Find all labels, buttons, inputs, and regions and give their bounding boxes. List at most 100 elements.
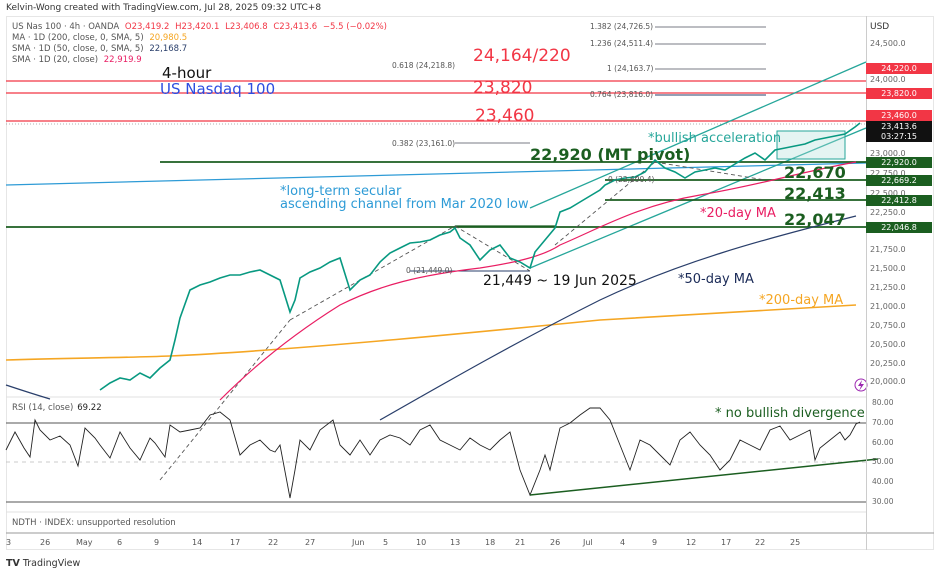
symbol-label: US Nas 100 · 4h · OANDA [12, 22, 120, 32]
chart-frame [6, 16, 934, 550]
ndth-indicator-label: NDTH · INDEX: unsupported resolution [12, 518, 176, 528]
rsi-tick: 50.00 [872, 457, 894, 466]
time-tick: 10 [416, 538, 427, 547]
time-tick: Jul [583, 538, 593, 547]
ma200-label: MA · 1D (200, close, 0, SMA, 5) [12, 33, 144, 43]
rsi-tick: 30.00 [872, 497, 894, 506]
rsi-tick: 40.00 [872, 477, 894, 486]
rsi-tick: 70.00 [872, 418, 894, 427]
time-tick: May [76, 538, 93, 547]
fib-label: 0 (21,449.0) [406, 266, 453, 275]
price-tick: 21,000.0 [870, 302, 906, 311]
ohlc-open: O23,419.2 [124, 22, 170, 32]
time-tick: 25 [790, 538, 801, 547]
creator-line: Kelvin-Wong created with TradingView.com… [6, 3, 322, 13]
ohlc-low: L23,406.8 [225, 22, 268, 32]
ohlc-row: US Nas 100 · 4h · OANDA O23,419.2 H23,42… [12, 22, 387, 33]
tradingview-icon: TV [6, 558, 20, 569]
time-tick: 9 [652, 538, 658, 547]
price-tag-22046: 22,046.8 [866, 222, 932, 233]
rsi-tick: 60.00 [872, 438, 894, 447]
instrument-title: US Nasdaq 100 [160, 80, 276, 98]
time-tick: 6 [117, 538, 123, 547]
ma20-note: *20-day MA [700, 206, 776, 221]
sma20-legend-row[interactable]: SMA · 1D (20, close) 22,919.9 [12, 55, 387, 66]
time-tick: 13 [450, 538, 461, 547]
fib-label: 0.618 (24,218.8) [392, 61, 456, 70]
secular-channel-note-2: ascending channel from Mar 2020 low [280, 197, 529, 212]
price-tick: 20,500.0 [870, 340, 906, 349]
brand-name: TradingView [22, 558, 81, 569]
price-tick: 24,000.0 [870, 75, 906, 84]
timeframe-title: 4-hour [162, 64, 212, 82]
chart-legend: US Nas 100 · 4h · OANDA O23,419.2 H23,42… [12, 22, 387, 66]
tradingview-logo: TV TradingView [6, 558, 80, 569]
time-tick: 14 [192, 538, 203, 547]
price-tag-22920: 22,920.0 [866, 157, 932, 168]
price-tag-24220: 24,220.0 [866, 63, 932, 74]
countdown-tag: 03:27:15 [866, 131, 932, 142]
price-tick: 22,500.0 [870, 189, 906, 198]
price-tag-22669: 22,669.2 [866, 175, 932, 186]
resistance-label-1: 24,164/220 [473, 46, 571, 66]
rsi-divergence-note: * no bullish divergence [715, 406, 865, 421]
time-tick: 5 [383, 538, 389, 547]
sma20-value: 22,919.9 [103, 55, 142, 65]
price-tick: 21,500.0 [870, 264, 906, 273]
time-tick: 22 [755, 538, 766, 547]
time-tick: 18 [485, 538, 496, 547]
price-tick: 23,000.0 [870, 149, 906, 158]
time-tick: 21 [515, 538, 526, 547]
price-tick: 20,000.0 [870, 377, 906, 386]
price-tick: 22,750.0 [870, 169, 906, 178]
resistance-label-2: 23,820 [473, 78, 533, 98]
fib-label: 0.382 (23,161.0) [392, 139, 456, 148]
bullish-acceleration-note: *bullish acceleration [648, 131, 782, 146]
time-tick: 17 [721, 538, 732, 547]
rsi-legend[interactable]: RSI (14, close) 69.22 [12, 403, 102, 413]
ohlc-high: H23,420.1 [175, 22, 220, 32]
sma50-legend-row[interactable]: SMA · 1D (50, close, 0, SMA, 5) 22,168.7 [12, 44, 387, 55]
time-tick: 17 [230, 538, 241, 547]
rsi-label: RSI (14, close) [12, 403, 74, 413]
current-price-tag: 23,413.6 [866, 121, 932, 132]
time-tick: 12 [686, 538, 697, 547]
time-tick: 26 [40, 538, 51, 547]
ma200-legend-row[interactable]: MA · 1D (200, close, 0, SMA, 5) 20,980.5 [12, 33, 387, 44]
fib-label: 0 (22,690.4) [608, 175, 655, 184]
price-tick: 24,500.0 [870, 39, 906, 48]
rsi-tick: 80.00 [872, 398, 894, 407]
time-tick: 27 [305, 538, 316, 547]
currency-label: USD [870, 22, 890, 32]
price-tick: 22,250.0 [870, 208, 906, 217]
time-tick: 3 [6, 538, 12, 547]
price-tick: 21,750.0 [870, 245, 906, 254]
sma50-value: 22,168.7 [149, 44, 188, 54]
secular-channel-note-1: *long-term secular [280, 184, 402, 199]
price-tag-23820: 23,820.0 [866, 88, 932, 99]
time-tick: 22 [268, 538, 279, 547]
support-label-1: 22,670 [784, 163, 846, 182]
price-axis[interactable] [866, 16, 935, 550]
swing-low-note: 21,449 ~ 19 Jun 2025 [483, 273, 637, 289]
time-tick: Jun [352, 538, 365, 547]
fib-label: 1.382 (24,726.5) [590, 22, 654, 31]
ma50-note: *50-day MA [678, 272, 754, 287]
resistance-label-3: 23,460 [475, 106, 535, 126]
ohlc-close: C23,413.6 [273, 22, 318, 32]
ma200-value: 20,980.5 [149, 33, 188, 43]
ohlc-change: −5.5 (−0.02%) [322, 22, 387, 32]
fib-label: 0.764 (23,816.0) [590, 90, 654, 99]
price-tag-22412: 22,412.8 [866, 195, 932, 206]
rsi-value: 69.22 [77, 403, 102, 413]
price-tag-23460: 23,460.0 [866, 110, 932, 121]
price-tick: 21,250.0 [870, 283, 906, 292]
sma50-label: SMA · 1D (50, close, 0, SMA, 5) [12, 44, 144, 54]
fib-label: 1.236 (24,511.4) [590, 39, 654, 48]
price-tick: 20,250.0 [870, 359, 906, 368]
ma200-note: *200-day MA [759, 293, 844, 308]
price-tick: 20,750.0 [870, 321, 906, 330]
support-label-3: 22,047 [784, 210, 846, 229]
support-label-2: 22,413 [784, 184, 846, 203]
